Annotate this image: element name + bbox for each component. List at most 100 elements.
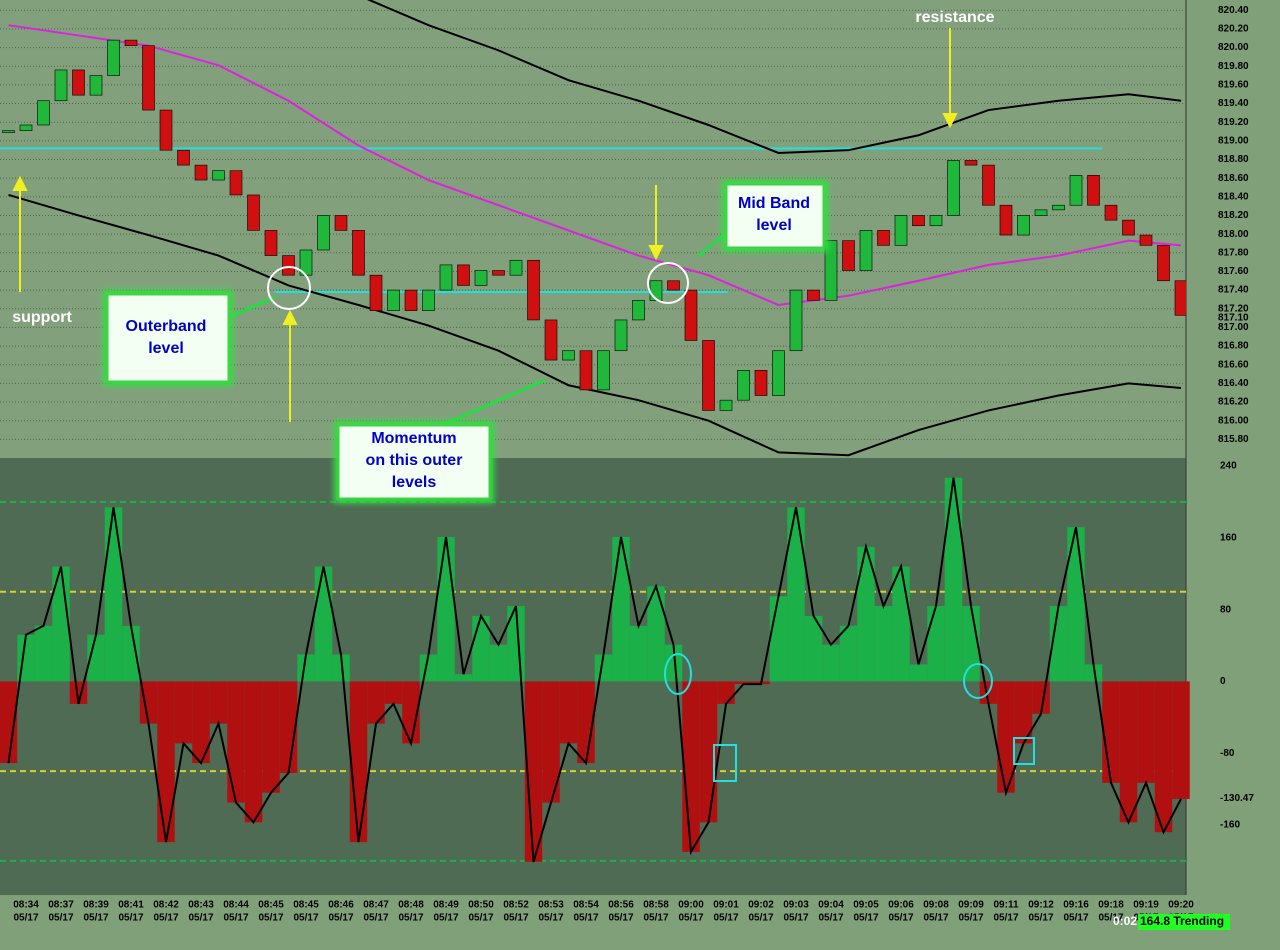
candle bbox=[212, 170, 225, 181]
x-tick-sublabel: 05/17 bbox=[678, 913, 703, 924]
momentum-bar bbox=[104, 507, 123, 682]
price-plot bbox=[0, 0, 1186, 457]
x-tick-sublabel: 05/17 bbox=[293, 913, 318, 924]
momentum-bar bbox=[349, 681, 368, 843]
y-tick-label: 0 bbox=[1220, 676, 1226, 687]
x-tick-sublabel: 05/17 bbox=[1028, 913, 1053, 924]
momentum-bar bbox=[1154, 681, 1173, 833]
y-tick-label: 819.20 bbox=[1218, 117, 1249, 128]
candle bbox=[842, 240, 855, 271]
candle bbox=[597, 350, 610, 391]
x-tick-sublabel: 05/17 bbox=[13, 913, 38, 924]
x-tick-sublabel: 05/17 bbox=[433, 913, 458, 924]
callout-text: level bbox=[148, 340, 184, 357]
momentum-bar bbox=[192, 681, 210, 764]
x-tick-label: 08:54 bbox=[573, 900, 599, 911]
candle bbox=[159, 109, 173, 151]
candle bbox=[107, 39, 120, 76]
x-tick-sublabel: 05/17 bbox=[153, 913, 178, 924]
candle bbox=[1034, 209, 1048, 216]
candle bbox=[719, 399, 733, 411]
momentum-bar bbox=[629, 625, 648, 682]
y-axis: 820.40 820.20 820.00 819.80 819.60 819.40 819.… bbox=[1218, 5, 1254, 831]
x-tick-sublabel: 05/17 bbox=[643, 913, 668, 924]
candle bbox=[947, 160, 960, 216]
candle bbox=[352, 230, 365, 276]
candle bbox=[422, 289, 435, 311]
candle bbox=[929, 215, 943, 227]
candle bbox=[72, 69, 85, 96]
candle bbox=[912, 215, 925, 227]
candle bbox=[474, 270, 488, 286]
momentum-bar bbox=[227, 681, 245, 803]
candle bbox=[649, 280, 663, 301]
candle bbox=[194, 164, 208, 181]
candle bbox=[509, 259, 523, 276]
candle bbox=[1069, 175, 1083, 206]
x-tick-sublabel: 05/17 bbox=[328, 913, 353, 924]
x-tick-sublabel: 05/17 bbox=[538, 913, 563, 924]
momentum-bar bbox=[314, 566, 333, 682]
candle bbox=[142, 45, 155, 111]
x-tick-label: 09:03 bbox=[783, 900, 809, 911]
candle bbox=[1174, 280, 1186, 316]
candle bbox=[877, 230, 890, 246]
y-tick-label: 816.40 bbox=[1218, 378, 1249, 389]
momentum-bar bbox=[174, 681, 193, 744]
x-tick-label: 08:58 bbox=[643, 900, 669, 911]
x-tick-sublabel: 05/17 bbox=[83, 913, 108, 924]
candle bbox=[89, 75, 103, 96]
annotation: support bbox=[12, 309, 72, 326]
candle bbox=[684, 289, 698, 341]
momentum-bar bbox=[87, 634, 105, 682]
momentum-bar bbox=[1119, 681, 1138, 823]
x-tick-label: 08:43 bbox=[188, 900, 214, 911]
momentum-bar bbox=[384, 681, 403, 704]
candle bbox=[2, 130, 15, 133]
x-tick-label: 09:11 bbox=[993, 900, 1018, 911]
y-tick-label: 819.80 bbox=[1218, 61, 1249, 72]
x-tick-sublabel: 05/17 bbox=[48, 913, 73, 924]
x-tick-label: 09:20 bbox=[1168, 900, 1194, 911]
x-axis: 08:34 05/17 08:37 05/17 08:39 05/17 08:41 05/17… bbox=[13, 900, 1194, 924]
x-tick-sublabel: 05/17 bbox=[1098, 913, 1123, 924]
momentum-bar bbox=[139, 681, 158, 724]
y-tick-label: 818.60 bbox=[1218, 173, 1249, 184]
candle bbox=[19, 124, 33, 131]
x-tick-label: 09:04 bbox=[818, 900, 844, 911]
callout-text: on this outer bbox=[366, 452, 463, 469]
candle bbox=[404, 289, 418, 311]
candle bbox=[614, 319, 628, 352]
x-tick-sublabel: 05/17 bbox=[853, 913, 878, 924]
x-tick-sublabel: 05/17 bbox=[713, 913, 738, 924]
y-tick-label: 816.80 bbox=[1218, 341, 1249, 352]
momentum-bar bbox=[892, 566, 910, 682]
momentum-bar bbox=[594, 654, 613, 682]
momentum-bar bbox=[1102, 681, 1120, 783]
status-time: 0:02 bbox=[1113, 914, 1137, 928]
callout-text: Momentum bbox=[371, 430, 456, 447]
x-tick-label: 09:06 bbox=[888, 900, 914, 911]
momentum-bar bbox=[244, 681, 263, 823]
momentum-plot bbox=[0, 477, 1190, 863]
y-tick-label: 80 bbox=[1220, 604, 1232, 615]
candle bbox=[369, 274, 383, 311]
y-tick-label: 819.00 bbox=[1218, 135, 1249, 146]
y-tick-label: 820.40 bbox=[1218, 5, 1249, 16]
x-tick-label: 08:39 bbox=[83, 900, 109, 911]
x-tick-sublabel: 05/17 bbox=[888, 913, 913, 924]
status-text: 164.8 Trending bbox=[1140, 914, 1224, 928]
candle bbox=[754, 370, 768, 396]
y-tick-label: 816.00 bbox=[1218, 415, 1249, 426]
callout: Momentum on this outer levels bbox=[334, 421, 494, 503]
x-tick-label: 09:18 bbox=[1098, 900, 1124, 911]
x-tick-label: 08:45 bbox=[258, 900, 284, 911]
annotation: resistance bbox=[915, 9, 994, 26]
y-tick-label: 160 bbox=[1220, 533, 1237, 544]
callout-text: levels bbox=[392, 474, 437, 491]
candle bbox=[632, 300, 645, 321]
x-tick-label: 08:46 bbox=[328, 900, 354, 911]
callout-text: Outerband bbox=[126, 318, 207, 335]
last-price: 817.10 bbox=[1218, 313, 1249, 324]
momentum-bar bbox=[612, 536, 630, 682]
